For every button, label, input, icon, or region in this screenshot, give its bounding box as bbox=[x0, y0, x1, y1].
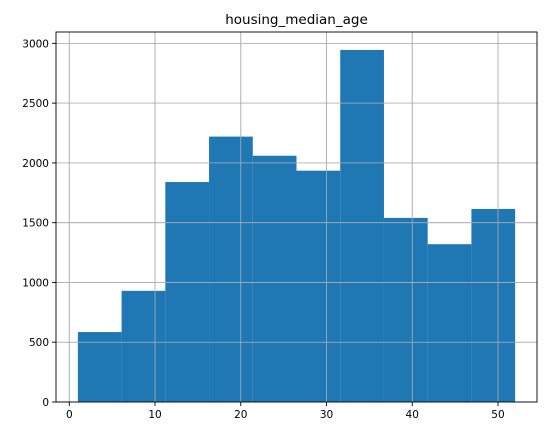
histogram-bar bbox=[121, 290, 166, 402]
y-tick-label: 1000 bbox=[22, 277, 49, 289]
histogram-bar bbox=[471, 208, 516, 402]
histogram-bar bbox=[296, 170, 341, 402]
y-axis-ticks: 0 500 1000 1500 2000 2500 3000 bbox=[22, 38, 56, 409]
histogram-bars bbox=[77, 49, 516, 403]
y-tick-label: 3000 bbox=[22, 38, 49, 50]
histogram-bar bbox=[383, 217, 428, 402]
y-tick-label: 1500 bbox=[22, 218, 49, 230]
histogram-bar bbox=[252, 155, 297, 402]
x-tick-label: 20 bbox=[234, 409, 247, 421]
histogram-bar bbox=[209, 136, 253, 403]
x-tick-label: 30 bbox=[320, 409, 333, 421]
x-axis-ticks: 0 10 20 30 40 50 bbox=[66, 402, 505, 421]
x-tick-label: 40 bbox=[406, 409, 419, 421]
x-tick-label: 50 bbox=[491, 409, 504, 421]
x-tick-label: 10 bbox=[148, 409, 161, 421]
y-tick-label: 0 bbox=[42, 397, 49, 409]
histogram-bar bbox=[165, 182, 210, 402]
chart-title: housing_median_age bbox=[225, 12, 368, 28]
y-tick-label: 500 bbox=[29, 337, 49, 349]
x-tick-label: 0 bbox=[66, 409, 73, 421]
axes-frame bbox=[55, 31, 538, 403]
y-tick-label: 2000 bbox=[22, 158, 49, 170]
histogram-bar bbox=[77, 332, 122, 402]
y-tick-label: 2500 bbox=[22, 98, 49, 110]
histogram-bar bbox=[340, 49, 384, 402]
histogram-bar bbox=[427, 244, 472, 402]
